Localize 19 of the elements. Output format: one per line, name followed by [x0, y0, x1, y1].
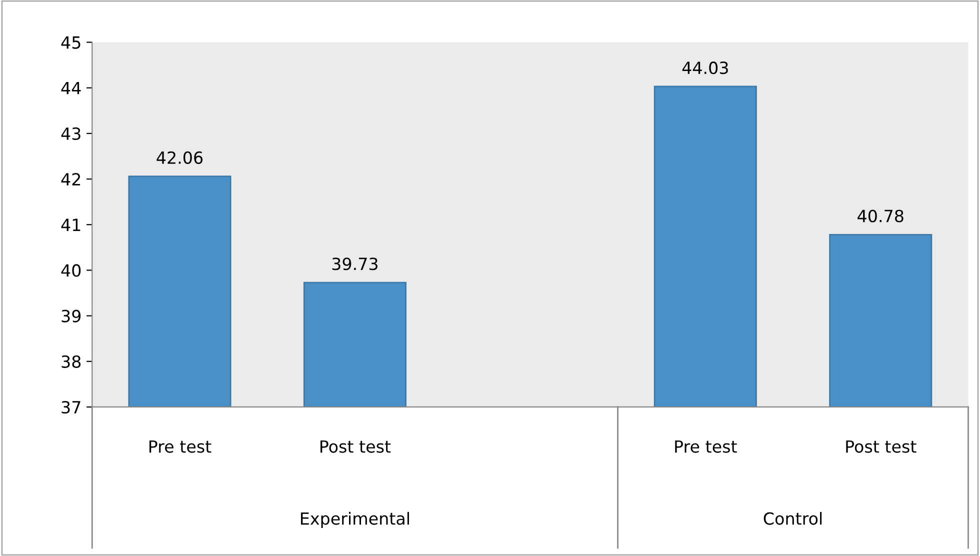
y-tick-label: 38	[62, 355, 81, 368]
x-tick-label: Pre test	[675, 440, 737, 453]
y-tick-label: 44	[61, 82, 81, 94]
y-tick-label: 42	[61, 172, 80, 186]
y-tick-label: 43	[61, 127, 80, 140]
text: Experimental	[301, 512, 409, 528]
text: Control	[764, 512, 822, 525]
x-tick-label: Post test	[320, 440, 391, 453]
data-label: 42.06	[156, 151, 203, 164]
y-tick-label: 45	[61, 36, 80, 49]
y-tick-label: 40	[61, 264, 81, 277]
y-tick-label: 39	[62, 310, 81, 322]
data-label: 39.73	[332, 258, 378, 270]
x-tick-label: Pre test	[149, 440, 212, 453]
data-label: 44.03	[682, 62, 728, 74]
data-label: 40.78	[858, 210, 904, 222]
y-tick-label: 37	[62, 400, 80, 414]
y-tick-label: 41	[61, 218, 80, 231]
x-tick-label: Post test	[846, 440, 916, 453]
